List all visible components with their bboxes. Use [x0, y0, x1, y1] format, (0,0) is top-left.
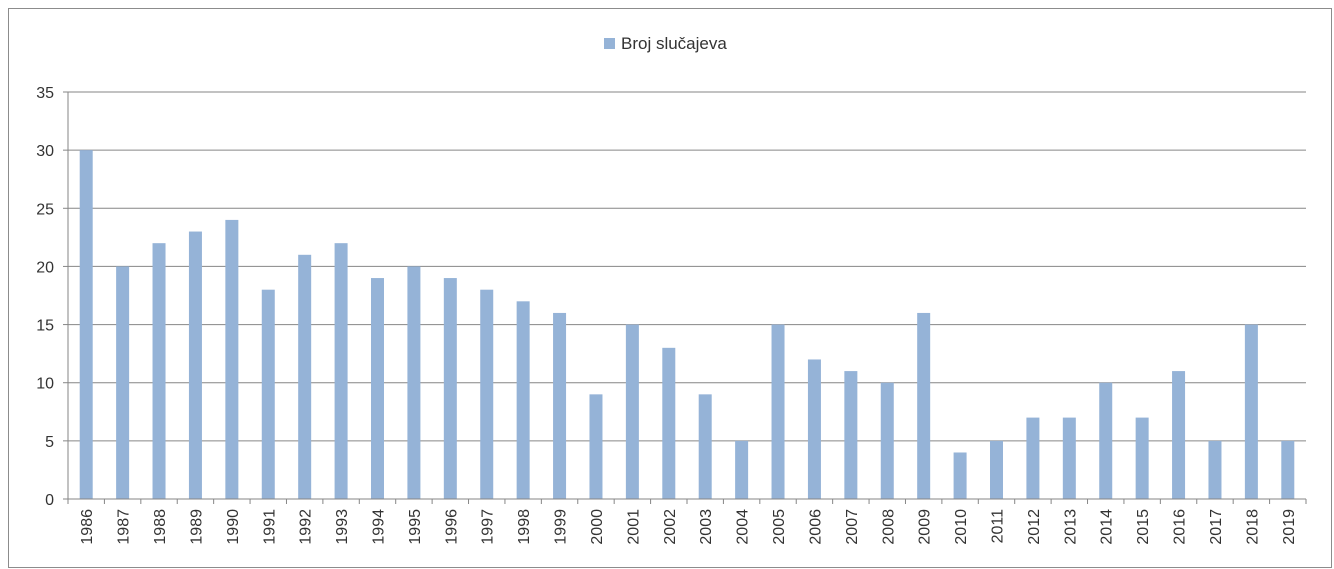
bar-2008 [880, 382, 894, 499]
x-tick-label: 1990 [225, 509, 242, 545]
x-axis-ticks: 1986 1987 1988 1989 1990 1991 1992 1993 1994 1995… [67, 499, 1307, 545]
bar-1993 [334, 243, 348, 499]
x-tick-label: 2001 [625, 509, 642, 545]
gridlines [68, 91, 1306, 442]
bar-2007 [844, 371, 858, 499]
x-tick-label: 1997 [480, 509, 497, 545]
x-tick-label: 2000 [589, 509, 606, 545]
bar-2004 [735, 440, 749, 499]
x-tick-label: 2017 [1208, 509, 1225, 545]
x-tick-label: 2011 [990, 509, 1007, 544]
bar-2012 [1026, 417, 1040, 499]
x-tick-label: 1986 [79, 509, 96, 545]
x-tick-label: 2004 [735, 509, 752, 545]
bar-2003 [698, 394, 712, 499]
x-tick-label: 1987 [116, 509, 133, 545]
x-tick-label: 2008 [880, 509, 897, 545]
bar-1997 [480, 289, 494, 499]
bar-2016 [1172, 371, 1186, 499]
x-tick-label: 1996 [443, 509, 460, 545]
x-tick-label: 1993 [334, 509, 351, 545]
bar-2006 [807, 359, 821, 499]
bar-1996 [443, 278, 457, 499]
x-tick-label: 2007 [844, 509, 861, 545]
x-tick-label: 2002 [662, 509, 679, 545]
bar-2000 [589, 394, 603, 499]
legend-swatch [604, 38, 615, 49]
x-tick-label: 2016 [1172, 509, 1189, 545]
bar-2009 [917, 312, 931, 499]
x-tick-label: 1995 [407, 509, 424, 545]
bar-2013 [1062, 417, 1076, 499]
x-tick-label: 2010 [953, 509, 970, 545]
x-tick-label: 1999 [553, 509, 570, 545]
x-tick-label: 2015 [1135, 509, 1152, 545]
bar-1989 [188, 231, 202, 500]
y-tick-label: 15 [36, 318, 54, 335]
y-tick-label: 0 [45, 492, 54, 509]
x-tick-label: 2005 [771, 509, 788, 545]
bar-2018 [1244, 324, 1258, 499]
bar-1992 [298, 254, 312, 499]
y-tick-label: 30 [36, 143, 54, 160]
bar-2011 [990, 440, 1003, 499]
bar-2015 [1135, 417, 1149, 499]
y-tick-label: 25 [36, 201, 54, 218]
bar-2014 [1099, 382, 1113, 499]
y-tick-label: 10 [36, 376, 54, 393]
x-tick-label: 2019 [1281, 509, 1298, 545]
bar-1994 [371, 278, 384, 499]
x-tick-label: 2014 [1099, 509, 1116, 545]
x-tick-label: 1992 [298, 509, 315, 545]
bars [79, 150, 1295, 500]
x-tick-label: 1989 [188, 509, 205, 545]
x-tick-label: 2013 [1062, 509, 1079, 545]
x-tick-label: 2018 [1244, 509, 1261, 545]
y-axis-ticks: 0 5 10 15 20 25 30 35 [36, 85, 68, 509]
x-tick-label: 2006 [807, 509, 824, 545]
bar-2010 [953, 452, 967, 499]
x-tick-label: 1994 [371, 509, 388, 545]
legend-label: Broj slučajeva [621, 34, 727, 53]
x-tick-label: 2003 [698, 509, 715, 545]
bar-2005 [771, 324, 785, 499]
bar-1995 [407, 266, 421, 499]
y-tick-label: 35 [36, 85, 54, 102]
bar-1990 [225, 219, 239, 499]
x-tick-label: 1988 [152, 509, 169, 545]
bar-1991 [261, 289, 275, 499]
legend: Broj slučajeva [604, 34, 727, 53]
bar-2002 [662, 347, 676, 499]
y-tick-label: 5 [45, 434, 54, 451]
bar-1987 [116, 266, 130, 499]
bar-2019 [1281, 440, 1295, 499]
y-tick-label: 20 [36, 259, 54, 276]
x-tick-label: 1998 [516, 509, 533, 545]
bar-1998 [516, 301, 530, 499]
bar-2017 [1208, 440, 1222, 499]
x-axis [67, 92, 1306, 500]
bar-1986 [79, 150, 93, 499]
bar-1988 [152, 243, 166, 499]
bar-1999 [553, 312, 567, 499]
x-tick-label: 2009 [917, 509, 934, 545]
x-tick-label: 1991 [261, 509, 278, 545]
x-tick-label: 2012 [1026, 509, 1043, 545]
bar-2001 [625, 324, 639, 499]
